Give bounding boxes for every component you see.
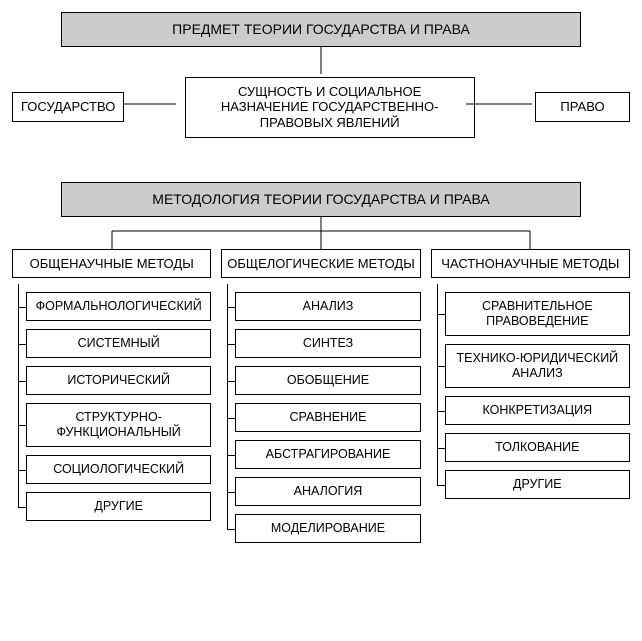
item-box: АНАЛОГИЯ <box>235 477 420 506</box>
section-methodology: МЕТОДОЛОГИЯ ТЕОРИИ ГОСУДАРСТВА И ПРАВА О… <box>12 182 630 543</box>
item-box: СИСТЕМНЫЙ <box>26 329 211 358</box>
column-items: ФОРМАЛЬНОЛОГИЧЕСКИЙ СИСТЕМНЫЙ ИСТОРИЧЕСКИЙ… <box>12 292 211 521</box>
list-item: СИНТЕЗ <box>221 329 420 358</box>
list-item: КОНКРЕТИЗАЦИЯ <box>431 396 630 425</box>
column-general-scientific: ОБЩЕНАУЧНЫЕ МЕТОДЫ ФОРМАЛЬНОЛОГИЧЕСКИЙ СИ… <box>12 249 211 544</box>
connector-stub <box>221 366 235 395</box>
item-box: ДРУГИЕ <box>445 470 630 499</box>
list-item: ТЕХНИКО-ЮРИДИЧЕСКИЙ АНАЛИЗ <box>431 344 630 388</box>
connector-stub <box>12 329 26 358</box>
column-head: ЧАСТНОНАУЧНЫЕ МЕТОДЫ <box>431 249 630 279</box>
column-specific-scientific: ЧАСТНОНАУЧНЫЕ МЕТОДЫ СРАВНИТЕЛЬНОЕ ПРАВО… <box>431 249 630 544</box>
list-item: ТОЛКОВАНИЕ <box>431 433 630 462</box>
column-general-logical: ОБЩЕЛОГИЧЕСКИЕ МЕТОДЫ АНАЛИЗ СИНТЕЗ ОБОБЩЕ… <box>221 249 420 544</box>
connector-stub <box>221 440 235 469</box>
connector-stub <box>12 455 26 484</box>
column-head: ОБЩЕЛОГИЧЕСКИЕ МЕТОДЫ <box>221 249 420 279</box>
item-box: СОЦИОЛОГИЧЕСКИЙ <box>26 455 211 484</box>
column-items: АНАЛИЗ СИНТЕЗ ОБОБЩЕНИЕ СРАВНЕНИЕ АБСТРАГИРО… <box>221 292 420 543</box>
list-item: СТРУКТУРНО-ФУНКЦИОНАЛЬНЫЙ <box>12 403 211 447</box>
subject-header: ПРЕДМЕТ ТЕОРИИ ГОСУДАРСТВА И ПРАВА <box>61 12 581 47</box>
connector-stub <box>12 492 26 521</box>
item-box: АНАЛИЗ <box>235 292 420 321</box>
connector-stub <box>431 433 445 462</box>
connector-stub <box>431 396 445 425</box>
item-box: ФОРМАЛЬНОЛОГИЧЕСКИЙ <box>26 292 211 321</box>
item-box: ТЕХНИКО-ЮРИДИЧЕСКИЙ АНАЛИЗ <box>445 344 630 388</box>
list-item: АНАЛИЗ <box>221 292 420 321</box>
item-box: СИНТЕЗ <box>235 329 420 358</box>
columns: ОБЩЕНАУЧНЫЕ МЕТОДЫ ФОРМАЛЬНОЛОГИЧЕСКИЙ СИ… <box>12 249 630 544</box>
connector-stub <box>221 329 235 358</box>
list-item: СРАВНИТЕЛЬНОЕ ПРАВОВЕДЕНИЕ <box>431 292 630 336</box>
methodology-fork <box>12 217 630 249</box>
section-subject: ПРЕДМЕТ ТЕОРИИ ГОСУДАРСТВА И ПРАВА ГОСУД… <box>12 12 630 152</box>
list-item: АНАЛОГИЯ <box>221 477 420 506</box>
column-head: ОБЩЕНАУЧНЫЕ МЕТОДЫ <box>12 249 211 279</box>
column-items: СРАВНИТЕЛЬНОЕ ПРАВОВЕДЕНИЕ ТЕХНИКО-ЮРИДИЧ… <box>431 292 630 499</box>
connector-stub <box>431 292 445 336</box>
methodology-header: МЕТОДОЛОГИЯ ТЕОРИИ ГОСУДАРСТВА И ПРАВА <box>61 182 581 217</box>
list-item: СРАВНЕНИЕ <box>221 403 420 432</box>
connector-stub <box>12 403 26 447</box>
item-box: АБСТРАГИРОВАНИЕ <box>235 440 420 469</box>
list-item: СИСТЕМНЫЙ <box>12 329 211 358</box>
item-box: СРАВНЕНИЕ <box>235 403 420 432</box>
list-item: ДРУГИЕ <box>431 470 630 499</box>
list-item: ФОРМАЛЬНОЛОГИЧЕСКИЙ <box>12 292 211 321</box>
list-item: ДРУГИЕ <box>12 492 211 521</box>
list-item: СОЦИОЛОГИЧЕСКИЙ <box>12 455 211 484</box>
item-box: ОБОБЩЕНИЕ <box>235 366 420 395</box>
subject-left-box: ГОСУДАРСТВО <box>12 92 124 122</box>
subject-center-box: СУЩНОСТЬ И СОЦИАЛЬНОЕ НАЗНАЧЕНИЕ ГОСУДАР… <box>185 77 475 138</box>
connector-stub <box>221 477 235 506</box>
connector-stub <box>221 514 235 543</box>
connector-stub <box>221 403 235 432</box>
item-box: ТОЛКОВАНИЕ <box>445 433 630 462</box>
item-box: СРАВНИТЕЛЬНОЕ ПРАВОВЕДЕНИЕ <box>445 292 630 336</box>
connector-stub <box>431 470 445 499</box>
item-box: ДРУГИЕ <box>26 492 211 521</box>
connector-stub <box>221 292 235 321</box>
connector-stub <box>431 344 445 388</box>
subject-right-box: ПРАВО <box>535 92 630 122</box>
item-box: СТРУКТУРНО-ФУНКЦИОНАЛЬНЫЙ <box>26 403 211 447</box>
list-item: ОБОБЩЕНИЕ <box>221 366 420 395</box>
connector-stub <box>12 292 26 321</box>
list-item: ИСТОРИЧЕСКИЙ <box>12 366 211 395</box>
item-box: КОНКРЕТИЗАЦИЯ <box>445 396 630 425</box>
item-box: ИСТОРИЧЕСКИЙ <box>26 366 211 395</box>
connector-stub <box>12 366 26 395</box>
item-box: МОДЕЛИРОВАНИЕ <box>235 514 420 543</box>
list-item: АБСТРАГИРОВАНИЕ <box>221 440 420 469</box>
list-item: МОДЕЛИРОВАНИЕ <box>221 514 420 543</box>
